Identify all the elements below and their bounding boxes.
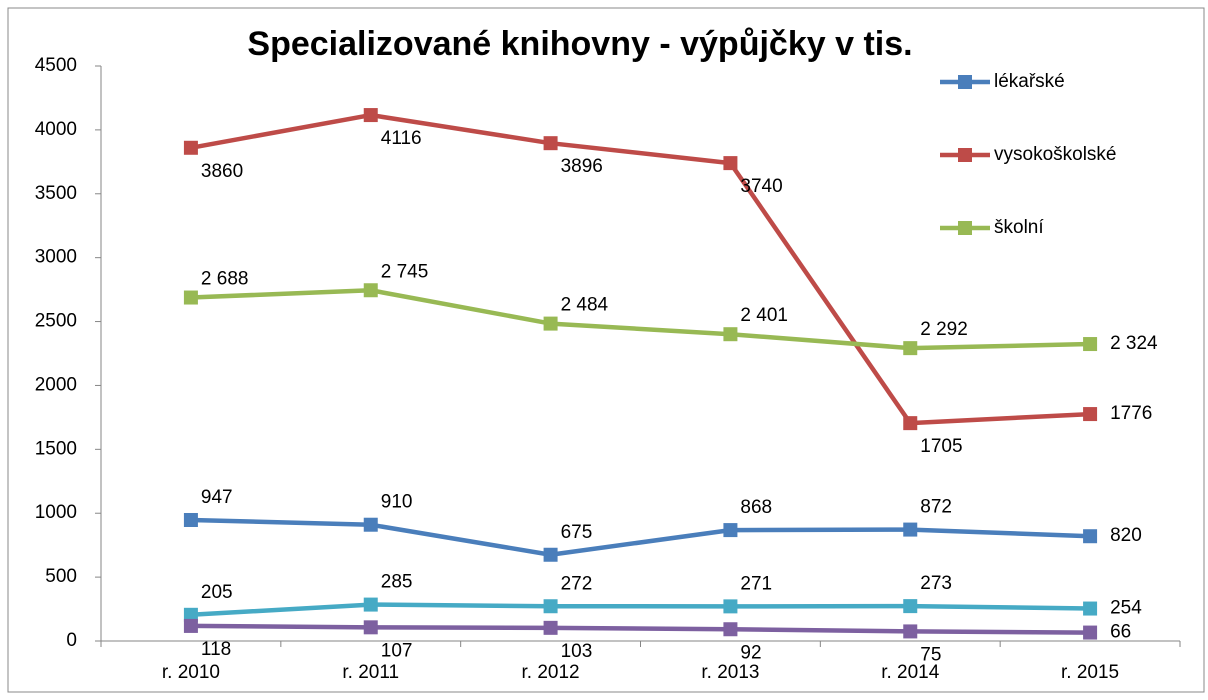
data-label: 868 (740, 497, 772, 518)
y-tick-label: 0 (66, 630, 77, 651)
point-marker (363, 108, 378, 123)
data-label: 2 745 (381, 261, 429, 282)
point-marker (543, 136, 558, 151)
point-marker (903, 522, 918, 537)
data-label: 103 (561, 641, 593, 662)
legend-marker (958, 221, 972, 235)
data-label: 92 (740, 642, 761, 663)
data-label: 3896 (561, 156, 603, 177)
y-tick-label: 500 (45, 566, 77, 587)
y-tick-label: 2500 (35, 311, 77, 332)
point-marker (1083, 407, 1098, 422)
y-tick-label: 4500 (35, 55, 77, 76)
point-marker (1083, 601, 1098, 616)
point-marker (723, 156, 738, 171)
data-label: 872 (920, 497, 952, 518)
point-marker (723, 523, 738, 538)
point-marker (543, 599, 558, 614)
legend-label: školní (994, 217, 1044, 238)
data-label: 910 (381, 492, 413, 513)
data-label: 2 292 (920, 319, 968, 340)
data-label: 1776 (1110, 403, 1152, 424)
point-marker (183, 290, 198, 305)
point-marker (183, 607, 198, 622)
data-label: 947 (201, 487, 233, 508)
x-tick-label: r. 2015 (1061, 662, 1119, 683)
x-tick-label: r. 2011 (342, 662, 399, 683)
x-tick-label: r. 2010 (162, 662, 220, 683)
data-label: 675 (561, 522, 593, 543)
data-label: 3740 (740, 176, 782, 197)
data-label: 1705 (920, 436, 962, 457)
data-label: 271 (740, 573, 772, 594)
series-line (190, 623, 1091, 635)
point-marker (363, 620, 378, 635)
y-tick-label: 2000 (35, 374, 77, 395)
point-marker (543, 620, 558, 635)
data-label: 2 484 (561, 295, 609, 316)
data-label: 2 324 (1110, 333, 1158, 354)
data-label: 75 (920, 644, 941, 665)
x-tick-label: r. 2014 (881, 662, 940, 683)
point-marker (183, 618, 198, 633)
point-marker (1083, 529, 1098, 544)
series-line (190, 602, 1091, 618)
point-marker (183, 512, 198, 527)
chart-title: Specializované knihovny - výpůjčky v tis… (247, 25, 912, 63)
chart-frame (7, 7, 1205, 693)
y-tick-label: 3500 (35, 183, 77, 204)
data-label: 205 (201, 582, 233, 603)
y-tick-label: 1000 (35, 502, 77, 523)
data-label: 272 (561, 573, 593, 594)
legend-label: vysokoškolské (994, 144, 1117, 165)
point-marker (723, 622, 738, 637)
legend-marker (958, 148, 972, 162)
point-marker (543, 316, 558, 331)
data-label: 820 (1110, 525, 1142, 546)
point-marker (183, 140, 198, 155)
data-label: 254 (1110, 598, 1142, 619)
data-label: 118 (201, 639, 231, 660)
point-marker (363, 517, 378, 532)
data-label: 66 (1110, 622, 1131, 643)
y-tick-label: 1500 (35, 438, 77, 459)
point-marker (363, 597, 378, 612)
point-marker (903, 416, 918, 431)
series-line (190, 517, 1091, 557)
point-marker (903, 624, 918, 639)
point-marker (363, 283, 378, 298)
data-label: 2 688 (201, 269, 249, 290)
point-marker (903, 599, 918, 614)
data-label: 2 401 (740, 305, 788, 326)
point-marker (1083, 625, 1098, 640)
point-marker (903, 341, 918, 356)
data-label: 285 (381, 572, 413, 593)
x-tick-label: r. 2013 (701, 662, 759, 683)
legend-label: lékařské (994, 71, 1065, 92)
y-tick-label: 4000 (35, 119, 77, 140)
point-marker (1083, 337, 1098, 352)
y-tick-label: 3000 (35, 247, 77, 268)
point-marker (543, 547, 558, 562)
x-tick-label: r. 2012 (522, 662, 580, 683)
data-label: 273 (920, 573, 952, 594)
data-label: 107 (381, 640, 413, 661)
point-marker (723, 327, 738, 342)
legend-marker (958, 75, 972, 89)
series-line (190, 288, 1091, 351)
data-label: 4116 (381, 128, 422, 149)
series-line (190, 112, 1091, 426)
data-label: 3860 (201, 161, 243, 182)
point-marker (723, 599, 738, 614)
